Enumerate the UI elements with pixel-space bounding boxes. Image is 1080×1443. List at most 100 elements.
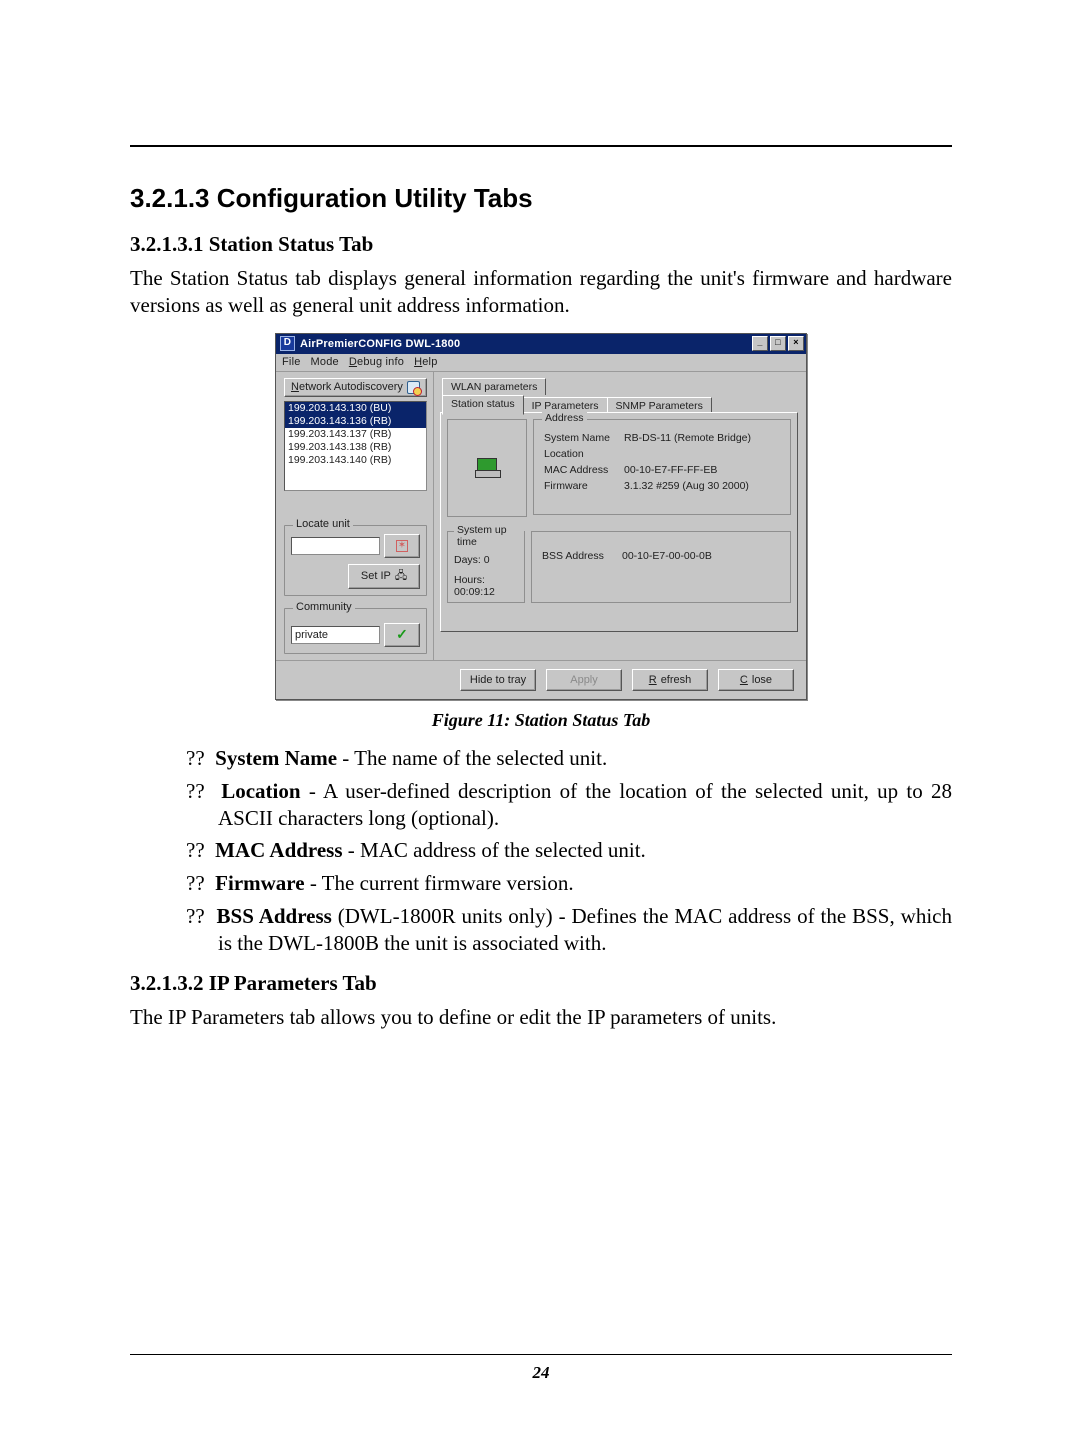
list-item[interactable]: 199.203.143.137 (RB) [285, 428, 426, 441]
community-group: Community private ✓ [284, 608, 427, 654]
page-footer: 24 [130, 1354, 952, 1383]
network-icon [407, 381, 420, 394]
minimize-button[interactable]: _ [752, 336, 768, 351]
paragraph-station-status-intro: The Station Status tab displays general … [130, 265, 952, 319]
menu-bar: File Mode Debug info Help [276, 354, 806, 372]
set-ip-button[interactable]: Set IP 🖧 [348, 564, 420, 589]
uptime-days-value: 0 [484, 554, 490, 566]
tab-strip: Station Control Security Counters Advanc… [440, 378, 798, 412]
computer-icon [475, 458, 499, 478]
menu-file[interactable]: File [282, 356, 301, 368]
paragraph-ip-parameters: The IP Parameters tab allows you to defi… [130, 1004, 952, 1031]
maximize-button[interactable]: □ [770, 336, 786, 351]
close-hotkey: C [740, 674, 748, 686]
list-item: ?? MAC Address - MAC address of the sele… [186, 837, 952, 864]
net-btn-hotkey: N [291, 381, 299, 393]
tab-pane-station-status: Address System Name RB-DS-11 (Remote Brid… [440, 412, 798, 632]
heading-3.2.1.3: 3.2.1.3 Configuration Utility Tabs [130, 183, 952, 214]
list-item: ?? Location - A user-defined description… [186, 778, 952, 832]
app-window: D AirPremierCONFIG DWL-1800 _ □ × File M… [275, 333, 807, 700]
locate-glyph-icon: ✶ [396, 540, 408, 552]
list-item[interactable]: 199.203.143.138 (RB) [285, 441, 426, 454]
close-button[interactable]: Close [718, 669, 794, 691]
heading-3.2.1.3.1: 3.2.1.3.1 Station Status Tab [130, 232, 952, 257]
uptime-hours-label: Hours: [454, 574, 485, 586]
title-bar: D AirPremierCONFIG DWL-1800 _ □ × [276, 334, 806, 354]
sysname-label: System Name [544, 432, 614, 444]
uptime-legend: System up time [454, 524, 524, 548]
window-title: AirPremierCONFIG DWL-1800 [300, 338, 460, 350]
locate-unit-input[interactable] [291, 537, 380, 555]
set-ip-label: Set IP [361, 570, 391, 582]
right-panel: Station Control Security Counters Advanc… [434, 372, 806, 660]
uptime-hours-value: 00:09:12 [454, 586, 495, 598]
menu-help-hotkey: H [414, 356, 422, 368]
community-input[interactable]: private [291, 626, 380, 644]
menu-debug-hotkey: D [349, 356, 357, 368]
community-apply-button[interactable]: ✓ [384, 623, 420, 647]
field-name: Firmware [215, 871, 304, 895]
list-item: ?? Firmware - The current firmware versi… [186, 870, 952, 897]
unit-icon-panel [447, 419, 527, 517]
field-desc: - The current firmware version. [305, 871, 574, 895]
menu-mode[interactable]: Mode [311, 356, 339, 368]
field-name: Location [221, 779, 300, 803]
left-panel: Network Autodiscovery 199.203.143.130 (B… [276, 372, 434, 660]
list-item: ?? System Name - The name of the selecte… [186, 745, 952, 772]
refresh-button[interactable]: Refresh [632, 669, 708, 691]
bullet-marker: ?? [186, 904, 205, 928]
close-rest: lose [752, 674, 772, 686]
mac-value: 00-10-E7-FF-FF-EB [624, 464, 717, 476]
firmware-label: Firmware [544, 480, 614, 492]
firmware-value: 3.1.32 #259 (Aug 30 2000) [624, 480, 749, 492]
hide-to-tray-button[interactable]: Hide to tray [460, 669, 536, 691]
bullet-marker: ?? [186, 746, 205, 770]
menu-help-rest: elp [422, 356, 437, 368]
close-window-button[interactable]: × [788, 336, 804, 351]
address-group: Address System NameRB-DS-11 (Remote Brid… [533, 419, 791, 515]
location-label: Location [544, 448, 614, 460]
bullet-marker: ?? [186, 838, 205, 862]
top-rule [130, 145, 952, 147]
figure-11-screenshot: D AirPremierCONFIG DWL-1800 _ □ × File M… [130, 333, 952, 700]
sysname-value: RB-DS-11 (Remote Bridge) [624, 432, 751, 444]
bss-label: BSS Address [542, 550, 612, 562]
heading-3.2.1.3.2: 3.2.1.3.2 IP Parameters Tab [130, 971, 952, 996]
field-desc: - The name of the selected unit. [337, 746, 607, 770]
bullet-marker: ?? [186, 871, 205, 895]
field-desc: - MAC address of the selected unit. [343, 838, 646, 862]
uptime-days-label: Days: [454, 554, 481, 566]
bullet-marker: ?? [186, 779, 205, 803]
field-name: MAC Address [215, 838, 342, 862]
page-number: 24 [130, 1363, 952, 1383]
field-desc: - A user-defined description of the loca… [218, 779, 952, 830]
check-icon: ✓ [396, 626, 408, 643]
set-ip-icon: 🖧 [395, 567, 407, 586]
uptime-panel: System up time Days: 0 Hours: 00:09:12 [447, 531, 525, 603]
list-item[interactable]: 199.203.143.136 (RB) [285, 415, 426, 428]
apply-button[interactable]: Apply [546, 669, 622, 691]
tab-station-status[interactable]: Station status [442, 395, 524, 415]
field-name: System Name [215, 746, 337, 770]
bss-value: 00-10-E7-00-00-0B [622, 550, 712, 562]
footer-rule [130, 1354, 952, 1355]
address-legend: Address [542, 412, 587, 424]
menu-help[interactable]: Help [414, 356, 437, 368]
list-item[interactable]: 199.203.143.140 (RB) [285, 454, 426, 467]
net-btn-label: etwork Autodiscovery [299, 381, 403, 393]
community-legend: Community [293, 601, 355, 613]
field-name: BSS Address [217, 904, 332, 928]
network-autodiscovery-button[interactable]: Network Autodiscovery [284, 378, 427, 397]
refresh-hotkey: R [649, 674, 657, 686]
bss-group: BSS Address 00-10-E7-00-00-0B [531, 531, 791, 603]
tab-wlan-parameters[interactable]: WLAN parameters [442, 378, 546, 395]
menu-debug[interactable]: Debug info [349, 356, 404, 368]
menu-debug-rest: ebug info [357, 356, 404, 368]
locate-unit-go-button[interactable]: ✶ [384, 534, 420, 558]
figure-caption: Figure 11: Station Status Tab [130, 710, 952, 731]
unit-list[interactable]: 199.203.143.130 (BU) 199.203.143.136 (RB… [284, 401, 427, 491]
refresh-rest: efresh [661, 674, 692, 686]
list-item[interactable]: 199.203.143.130 (BU) [285, 402, 426, 415]
app-icon: D [280, 336, 295, 351]
dialog-button-row: Hide to tray Apply Refresh Close [276, 660, 806, 699]
